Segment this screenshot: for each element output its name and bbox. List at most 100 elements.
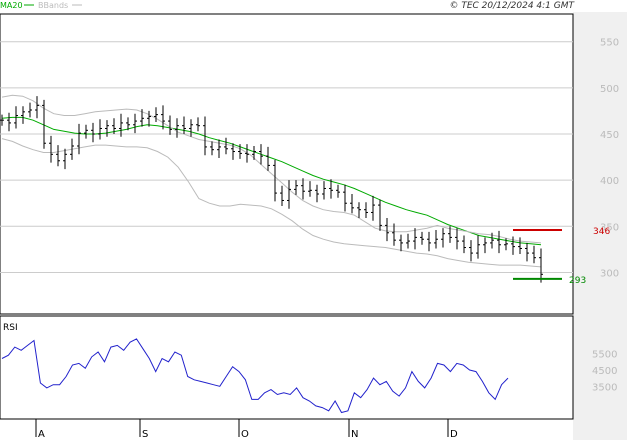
rsi-panel: RSI 5500 4500 3500 [0,315,617,420]
price-tick-label: 350 [600,222,619,233]
ohlc-bar [280,185,284,206]
level-label: 346 [593,227,610,237]
price-tick-label: 500 [600,84,619,95]
ohlc-bar [539,248,543,283]
price-tick-label: 400 [600,176,619,187]
ohlc-bar [266,146,270,171]
ohlc-bar [84,124,88,139]
ohlc-bar [273,159,277,202]
series-ma20 [1,116,542,246]
ohlc-bar [343,184,347,212]
price-tick-label: 550 [600,38,619,49]
ohlc-bar [329,179,333,199]
ohlc-bar [399,234,403,252]
price-panel: 300 350 400 450 500 550 346 293 [0,12,627,440]
ohlc-bar [525,242,529,262]
x-month-label: N [351,429,358,440]
ohlc-bar [21,106,25,124]
rsi-title: RSI [3,323,18,333]
ohlc-bar [238,144,242,159]
ohlc-bar [91,122,95,143]
ohlc-bar [35,96,39,119]
ohlc-bar [336,184,340,198]
ohlc-bar [497,230,501,254]
ohlc-bar [371,195,375,221]
ohlc-bar [245,144,249,163]
y-axis-strip [573,12,627,440]
x-month-label: D [450,429,458,440]
ohlc-bar [140,109,144,127]
price-tick-label: 450 [600,130,619,141]
ohlc-bar [420,231,424,245]
ohlc-bar [357,202,361,218]
x-month-label: A [38,429,45,440]
ohlc-bar [210,141,214,156]
ohlc-bar [42,99,46,149]
rsi-tick-label: 5500 [592,350,617,361]
series-bb-upper [1,94,542,244]
legend: MA20 BBands [0,1,82,10]
ohlc-bar [455,228,459,250]
ohlc-bar [217,139,221,158]
ohlc-bar [518,237,522,254]
legend-ma20-label: MA20 [0,1,23,10]
ohlc-bar [259,144,263,165]
ohlc-bar [231,143,235,160]
ohlc-bar [161,105,165,130]
ohlc-bar [315,184,319,203]
series-bb-lower [1,138,542,268]
ohlc-bar [154,107,158,122]
ohlc-bar [462,235,466,254]
ohlc-bar [385,218,389,242]
ohlc-bar [119,113,123,137]
ohlc-bar [252,146,256,160]
copyright-timestamp: © TEC 20/12/2024 4:1 GMT [449,1,575,11]
ohlc-bar [469,240,473,262]
ohlc-bar [14,106,18,129]
ohlc-bar [483,237,487,254]
ohlc-bar [49,135,53,163]
ohlc-bar [413,228,417,250]
ohlc-bar [224,137,228,155]
ohlc-bar [189,119,193,137]
ohlc-bar [511,236,515,255]
ohlc-bar [378,199,382,231]
ohlc-bar [427,231,431,252]
ohlc-bar [308,181,312,197]
ohlc-bar [98,119,102,140]
ohlc-bar [350,194,354,214]
price-frame [0,13,574,315]
ohlc-bar [126,117,130,131]
legend-bbands-label: BBands [38,1,68,10]
ohlc-bar [112,118,116,134]
series-rsi [1,338,509,414]
ohlc-bar [406,233,410,249]
x-month-label: O [241,429,249,440]
x-month-label: S [142,429,148,440]
ohlc-bar [168,115,172,135]
rsi-tick-label: 4500 [592,366,617,377]
ohlc-bar [434,230,438,249]
rsi-tick-label: 3500 [592,382,617,393]
ohlc-bar [147,110,151,127]
level-label: 293 [569,276,586,286]
ohlc-bar [301,178,305,200]
ohlc-bar [490,232,494,249]
ohlc-bar [56,145,60,167]
ohlc-bar [532,245,536,264]
ohlc-bar [441,228,445,248]
ohlc-bar [63,148,67,170]
ohlc-bar [28,102,32,118]
ohlc-bar [203,116,207,156]
price-tick-label: 300 [600,268,619,279]
ohlc-bar [77,123,81,155]
ohlc-bar [7,112,11,132]
ohlc-bar [70,138,74,160]
ohlc-bar [175,118,179,138]
ohlc-bar [105,120,109,137]
ohlc-bar [504,238,508,251]
ohlc-bar [392,223,396,246]
ohlc-bar [133,113,137,134]
